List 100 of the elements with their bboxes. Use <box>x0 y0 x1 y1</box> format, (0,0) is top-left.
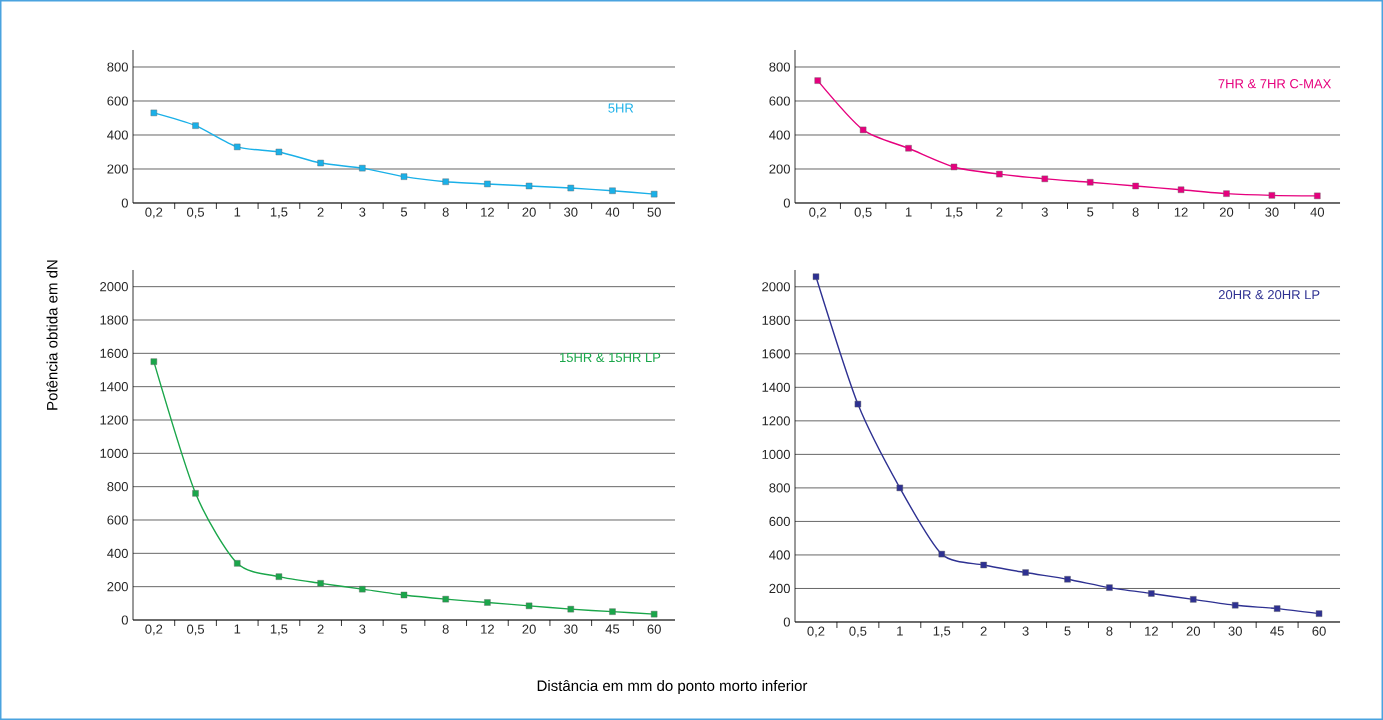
x-tick-label: 0,2 <box>145 207 163 219</box>
point <box>1315 610 1323 617</box>
x-tick-label: 60 <box>1312 626 1326 636</box>
x-tick-label: 8 <box>1132 207 1139 217</box>
y-tick-label: 1600 <box>762 349 790 359</box>
y-tick-label: 2000 <box>100 282 128 292</box>
point <box>275 148 283 156</box>
text: 15HR & 15HR LP <box>560 352 661 363</box>
point <box>938 550 945 558</box>
x-tick-label: 1,5 <box>945 207 963 219</box>
x-tick-label: 20 <box>1186 626 1201 636</box>
x-tick-label: 3 <box>359 207 366 217</box>
point <box>317 580 324 587</box>
text: 5HR <box>608 103 634 113</box>
point <box>905 145 912 152</box>
x-tick-label: 12 <box>1174 207 1188 217</box>
x-tick-label: 12 <box>481 624 494 634</box>
text: 7HR & 7HR C-MAX <box>1218 79 1332 89</box>
y-tick-label: 600 <box>107 96 128 106</box>
point <box>1223 190 1230 197</box>
y-tick-label: 600 <box>769 516 790 527</box>
x-tick-label: 8 <box>1106 626 1113 636</box>
x-tick-label: 0,5 <box>854 207 872 219</box>
point <box>1268 192 1276 199</box>
point <box>525 182 533 190</box>
point <box>1148 590 1155 597</box>
point <box>814 77 821 84</box>
y-tick-label: 1600 <box>100 348 128 358</box>
point <box>1106 584 1113 591</box>
x-tick-label: 1 <box>234 624 241 634</box>
x-tick-label: 1,5 <box>270 624 288 636</box>
point <box>525 602 533 610</box>
y-tick-label: 1800 <box>100 315 128 325</box>
y-tick-label: 1400 <box>100 382 128 392</box>
point <box>1232 602 1239 609</box>
y-tick-label: 600 <box>107 515 128 525</box>
point <box>609 187 616 194</box>
x-tick-label: 0,5 <box>849 626 867 638</box>
x-tick-label: 45 <box>605 624 620 634</box>
point <box>609 608 616 615</box>
point <box>1064 576 1071 583</box>
x-tick-label: 30 <box>564 207 578 217</box>
y-tick-label: 0 <box>783 198 790 208</box>
point <box>150 109 158 117</box>
point <box>400 173 408 180</box>
x-tick-label: 30 <box>1265 207 1279 217</box>
x-tick-label: 30 <box>1228 626 1242 636</box>
point <box>1190 596 1197 603</box>
x-tick-label: 12 <box>1145 626 1158 636</box>
x-tick-label: 0,2 <box>809 207 827 219</box>
y-tick-label: 1800 <box>762 315 790 325</box>
y-tick-label: 200 <box>107 582 128 592</box>
point <box>192 490 199 497</box>
point <box>1314 192 1321 200</box>
x-tick-label: 20 <box>1219 207 1234 217</box>
point <box>812 273 820 280</box>
text: 20HR & 20HR LP <box>1218 290 1320 300</box>
point <box>650 610 658 618</box>
point <box>400 591 408 599</box>
x-tick-label: 30 <box>564 624 578 634</box>
x-tick-label: 2 <box>980 626 987 636</box>
point <box>1087 179 1094 186</box>
point <box>234 560 241 567</box>
point <box>317 159 324 167</box>
y-tick-label: 1200 <box>100 415 128 425</box>
point <box>980 561 987 569</box>
point <box>859 126 867 134</box>
y-tick-label: 800 <box>769 483 790 493</box>
x-tick-label: 20 <box>522 207 536 217</box>
y-tick-label: 600 <box>769 96 790 106</box>
point <box>484 180 491 188</box>
y-tick-label: 1000 <box>100 448 128 458</box>
point <box>567 605 574 613</box>
x-tick-label: 2 <box>996 207 1003 217</box>
x-tick-label: 8 <box>442 207 449 217</box>
y-tick-label: 400 <box>769 550 790 560</box>
y-tick-label: 0 <box>121 198 128 208</box>
x-tick-label: 1 <box>897 626 903 636</box>
x-tick-label: 20 <box>522 624 536 634</box>
point <box>996 170 1003 178</box>
y-tick-label: 800 <box>107 62 128 72</box>
x-tick-label: 0,2 <box>807 626 825 638</box>
x-axis-title: Distância em mm do ponto morto inferior <box>537 679 808 695</box>
point <box>567 184 574 192</box>
x-tick-label: 5 <box>1064 626 1071 636</box>
x-tick-label: 1 <box>905 207 912 217</box>
y-tick-label: 1200 <box>762 416 790 426</box>
x-tick-label: 50 <box>647 207 661 217</box>
x-tick-label: 5 <box>1087 207 1094 217</box>
point <box>1132 182 1139 190</box>
point <box>650 190 658 198</box>
point <box>442 178 449 185</box>
point <box>150 358 158 365</box>
point <box>359 585 366 593</box>
x-tick-label: 3 <box>359 624 366 634</box>
point <box>442 595 449 603</box>
y-tick-label: 200 <box>107 164 128 174</box>
point <box>234 143 241 151</box>
x-tick-label: 5 <box>400 624 408 634</box>
y-tick-label: 0 <box>783 617 790 627</box>
